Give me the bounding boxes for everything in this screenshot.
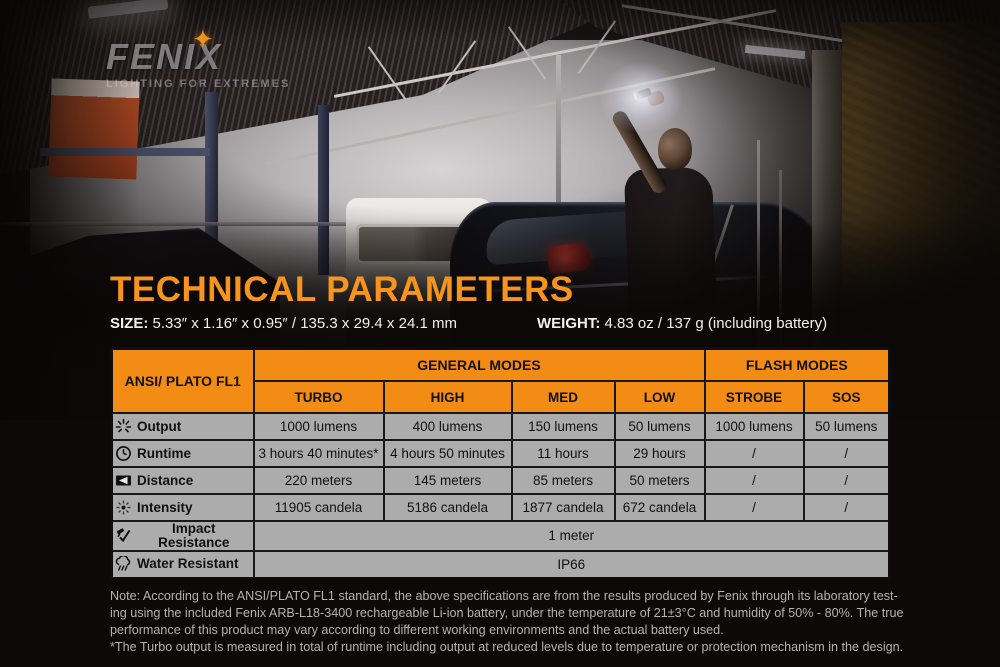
output-strobe: 1000 lumens xyxy=(703,412,805,441)
distance-med: 85 meters xyxy=(510,466,616,495)
runtime-icon xyxy=(116,446,131,461)
output-sos: 50 lumens xyxy=(802,412,891,441)
water-resistant-value: IP66 xyxy=(252,549,891,580)
logo-tagline: LIGHTING FOR EXTREMES xyxy=(106,78,291,90)
distance-low: 50 meters xyxy=(613,466,706,495)
fenix-logo: FENIX ✦ LIGHTING FOR EXTREMES xyxy=(106,24,291,90)
col-header-high: HIGH xyxy=(382,380,513,414)
runtime-turbo: 3 hours 40 minutes* xyxy=(252,439,385,468)
distance-icon xyxy=(116,475,131,486)
group-header-flash-modes: FLASH MODES xyxy=(703,347,891,382)
fenix-wordmark: FENIX xyxy=(106,36,223,77)
output-turbo: 1000 lumens xyxy=(252,412,385,441)
row-label: Runtime xyxy=(137,445,191,461)
distance-strobe: / xyxy=(703,466,805,495)
intensity-turbo: 11905 candela xyxy=(252,493,385,522)
size-label: SIZE: xyxy=(110,315,149,332)
intensity-low: 672 candela xyxy=(613,493,706,522)
col-header-strobe: STROBE xyxy=(703,380,805,414)
page-title: TECHNICAL PARAMETERS xyxy=(110,270,574,309)
output-med: 150 lumens xyxy=(510,412,616,441)
note-line: performance of this product may vary acc… xyxy=(110,622,724,637)
dimensions-line: SIZE: 5.33″ x 1.16″ x 0.95″ / 135.3 x 29… xyxy=(110,315,900,332)
output-low: 50 lumens xyxy=(613,412,706,441)
runtime-low: 29 hours xyxy=(613,439,706,468)
weight-label: WEIGHT: xyxy=(537,315,601,332)
intensity-med: 1877 candela xyxy=(510,493,616,522)
row-label: Output xyxy=(137,418,182,434)
weight-spec: WEIGHT: 4.83 oz / 137 g (including batte… xyxy=(537,315,827,332)
runtime-strobe: / xyxy=(703,439,805,468)
intensity-icon xyxy=(116,500,131,515)
distance-turbo: 220 meters xyxy=(252,466,385,495)
note-line: ing using the included Fenix ARB-L18-340… xyxy=(110,605,904,620)
row-label: Impact Resistance xyxy=(158,521,230,550)
col-header-med: MED xyxy=(510,380,616,414)
spec-content: TECHNICAL PARAMETERS SIZE: 5.33″ x 1.16″… xyxy=(110,270,904,656)
footnotes: Note: According to the ANSI/PLATO FL1 st… xyxy=(110,588,904,656)
table-row-runtime: Runtime 3 hours 40 minutes* 4 hours 50 m… xyxy=(110,439,891,468)
distance-high: 145 meters xyxy=(382,466,513,495)
size-spec: SIZE: 5.33″ x 1.16″ x 0.95″ / 135.3 x 29… xyxy=(110,315,537,332)
note-line: *The Turbo output is measured in total o… xyxy=(110,639,904,654)
row-label: Distance xyxy=(137,472,194,488)
spec-table: ANSI/ PLATO FL1 GENERAL MODES FLASH MODE… xyxy=(110,347,892,580)
output-icon xyxy=(115,418,132,433)
col-header-sos: SOS xyxy=(802,380,891,414)
intensity-strobe: / xyxy=(703,493,805,522)
runtime-high: 4 hours 50 minutes xyxy=(382,439,513,468)
output-high: 400 lumens xyxy=(382,412,513,441)
col-header-turbo: TURBO xyxy=(252,380,385,414)
water-resistant-icon xyxy=(115,555,131,571)
table-row-output: Output 1000 lumens 400 lumens 150 lumens… xyxy=(110,412,891,441)
distance-sos: / xyxy=(802,466,891,495)
intensity-high: 5186 candela xyxy=(382,493,513,522)
runtime-med: 11 hours xyxy=(510,439,616,468)
note-line: Note: According to the ANSI/PLATO FL1 st… xyxy=(110,588,898,603)
group-header-general-modes: GENERAL MODES xyxy=(252,347,706,382)
impact-resistance-icon xyxy=(116,528,131,543)
logo-star-icon: ✦ xyxy=(192,24,214,54)
table-row-distance: Distance 220 meters 145 meters 85 meters… xyxy=(110,466,891,495)
intensity-sos: / xyxy=(802,493,891,522)
runtime-sos: / xyxy=(802,439,891,468)
row-label: Water Resistant xyxy=(137,556,239,572)
table-corner-header: ANSI/ PLATO FL1 xyxy=(110,347,255,414)
row-label: Intensity xyxy=(137,499,193,515)
size-value: 5.33″ x 1.16″ x 0.95″ / 135.3 x 29.4 x 2… xyxy=(152,315,457,332)
table-row-impact-resistance: Impact Resistance 1 meter xyxy=(110,520,891,552)
weight-value: 4.83 oz / 137 g (including battery) xyxy=(604,315,828,332)
impact-resistance-value: 1 meter xyxy=(252,520,891,552)
table-row-intensity: Intensity 11905 candela 5186 candela 187… xyxy=(110,493,891,522)
table-row-water-resistant: Water Resistant IP66 xyxy=(110,549,891,580)
col-header-low: LOW xyxy=(613,380,706,414)
